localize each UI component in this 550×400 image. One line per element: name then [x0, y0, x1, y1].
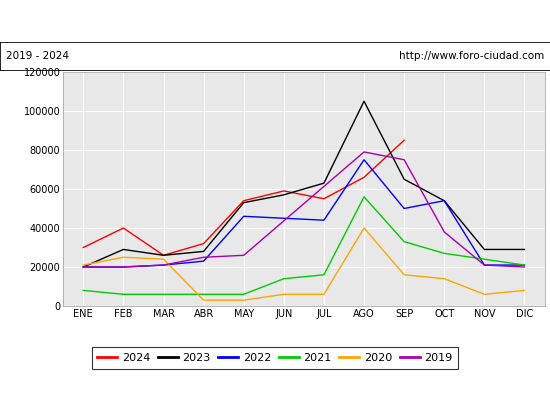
Text: http://www.foro-ciudad.com: http://www.foro-ciudad.com — [399, 51, 544, 61]
Text: 2019 - 2024: 2019 - 2024 — [6, 51, 69, 61]
Legend: 2024, 2023, 2022, 2021, 2020, 2019: 2024, 2023, 2022, 2021, 2020, 2019 — [92, 348, 458, 368]
Text: Evolucion Nº Turistas Extranjeros en el municipio de Donostia/San Sebastián: Evolucion Nº Turistas Extranjeros en el … — [49, 14, 501, 28]
